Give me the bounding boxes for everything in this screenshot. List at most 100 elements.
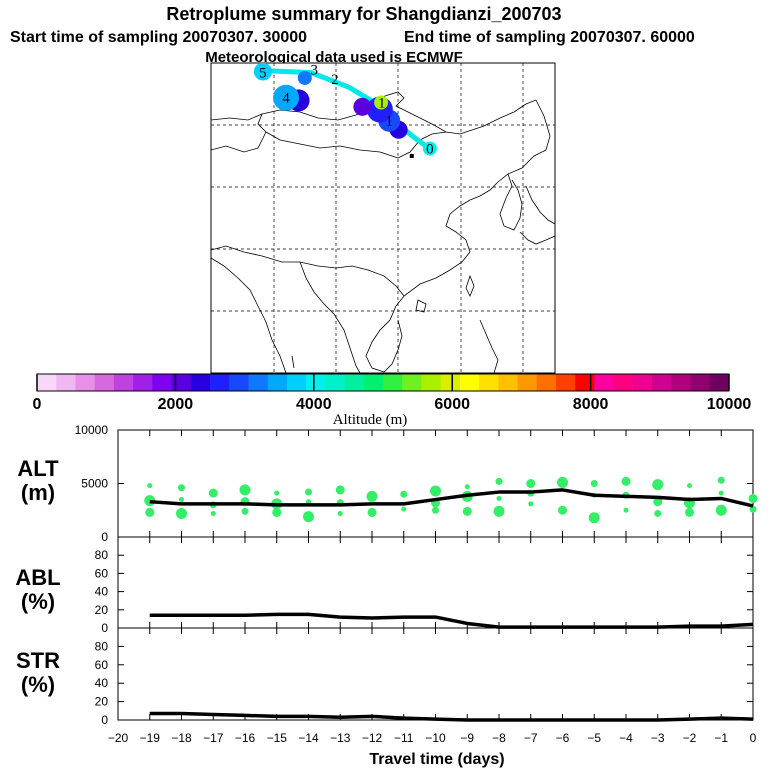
colorbar-tick-label: 6000 <box>434 396 470 413</box>
altitude-spread-point <box>653 497 663 507</box>
colorbar-cell <box>171 374 192 391</box>
colorbar-cell <box>383 374 403 391</box>
colorbar-cells <box>37 374 730 391</box>
altitude-spread-point <box>687 483 692 489</box>
day-label: 2 <box>331 72 339 88</box>
day-label: 0 <box>426 142 434 158</box>
str-frame <box>117 627 754 721</box>
alt-panel-unit: (m) <box>21 480 55 505</box>
map-coastlines <box>211 63 555 373</box>
x-tick-label: −13 <box>330 731 351 745</box>
plume-day-labels: 0 11 23 45 <box>259 62 433 157</box>
plume-blob <box>297 70 312 85</box>
colorbar-cell <box>594 374 615 391</box>
colorbar-label: Altitude (m) <box>333 412 408 428</box>
str-panel-label: STR <box>16 648 60 673</box>
altitude-spread-point <box>210 510 216 516</box>
altitude-spread-point <box>588 512 600 524</box>
colorbar-cell <box>575 374 595 391</box>
x-axis-label: Travel time (days) <box>369 751 504 768</box>
y-tick-label: 0 <box>101 621 108 635</box>
plume-blob <box>422 141 437 156</box>
x-tick-label: −1 <box>714 731 728 745</box>
str-panel-unit: (%) <box>21 672 55 697</box>
altitude-spread-point <box>145 507 155 517</box>
x-tick-label: −20 <box>108 731 129 745</box>
colorbar-cell <box>440 374 461 391</box>
day-label: 4 <box>282 91 290 107</box>
x-tick-label: −19 <box>140 731 161 745</box>
colorbar-cell <box>517 374 538 391</box>
altitude-spread-point <box>241 507 249 515</box>
alt-panel: 0 5000 10000 <box>75 423 758 544</box>
colorbar-cell <box>190 374 211 391</box>
colorbar-cell <box>363 374 384 391</box>
x-tick-label: −8 <box>492 731 506 745</box>
altitude-spread-point <box>335 485 345 495</box>
x-tick-label: −12 <box>362 731 383 745</box>
figure-title: Retroplume summary for Shangdianzi_20070… <box>166 4 561 24</box>
str-series-line <box>149 711 754 722</box>
y-tick-label: 5000 <box>81 477 108 491</box>
colorbar-cell <box>421 374 442 391</box>
y-tick-label: 0 <box>101 713 108 727</box>
x-tick-label: −5 <box>587 731 601 745</box>
altitude-spread-point <box>366 490 378 502</box>
colorbar-cell <box>37 374 57 391</box>
colorbar-cell <box>75 374 96 391</box>
altitude-spread-point <box>401 506 407 512</box>
colorbar-cell <box>229 374 249 391</box>
altitude-spread-point <box>718 490 724 496</box>
altitude-spread-point <box>272 507 282 517</box>
altitude-spread-point <box>558 505 567 515</box>
colorbar-cell <box>690 374 711 391</box>
altitude-spread-point <box>430 485 441 497</box>
altitude-spread-point <box>462 506 472 516</box>
station-marker <box>409 154 414 158</box>
y-tick-label: 60 <box>95 566 109 580</box>
altitude-spread-point <box>176 507 187 519</box>
altitude-spread-point <box>464 484 470 490</box>
colorbar-tick-label: 10000 <box>707 396 752 413</box>
plume-blob <box>253 63 272 81</box>
altitude-spread-point <box>337 510 343 516</box>
colorbar-cell <box>709 374 730 391</box>
colorbar-cell <box>479 374 499 391</box>
colorbar-cell <box>652 374 672 391</box>
altitude-spread-point <box>178 484 185 492</box>
colorbar-cell <box>113 374 134 391</box>
colorbar-cell <box>210 374 230 391</box>
altitude-spread-point <box>528 501 534 507</box>
y-tick-label: 10000 <box>75 423 109 437</box>
start-time: Start time of sampling 20070307. 30000 <box>10 29 307 46</box>
y-tick-label: 20 <box>95 695 109 709</box>
plume-blob <box>353 97 372 116</box>
colorbar-cell <box>325 374 346 391</box>
altitude-spread-point <box>526 479 536 488</box>
altitude-spread-point <box>179 497 184 503</box>
altitude-spread-point <box>303 511 314 523</box>
colorbar-tick-label: 2000 <box>158 396 194 413</box>
y-tick-label: 20 <box>95 603 109 617</box>
colorbar-cell <box>133 374 153 391</box>
x-tick-label: −18 <box>171 731 192 745</box>
altitude-spread-point <box>496 495 502 501</box>
x-tick-label: −16 <box>235 731 256 745</box>
colorbar-cell <box>306 374 326 391</box>
altitude-spread-point <box>367 507 377 517</box>
alt-panel-label: ALT <box>17 456 59 481</box>
x-tick-label: −3 <box>651 731 665 745</box>
colorbar-tick-label: 4000 <box>296 396 332 413</box>
x-tick-label: −4 <box>619 731 633 745</box>
day-label: 3 <box>310 62 318 78</box>
colorbar-cell <box>344 374 365 391</box>
x-tick-label: −17 <box>203 731 224 745</box>
abl-series-line <box>149 612 754 629</box>
abl-panel: 0 20 40 60 80 <box>95 536 754 635</box>
altitude-spread-point <box>748 493 758 503</box>
x-tick-label: −9 <box>460 731 474 745</box>
y-tick-label: 80 <box>95 548 109 562</box>
